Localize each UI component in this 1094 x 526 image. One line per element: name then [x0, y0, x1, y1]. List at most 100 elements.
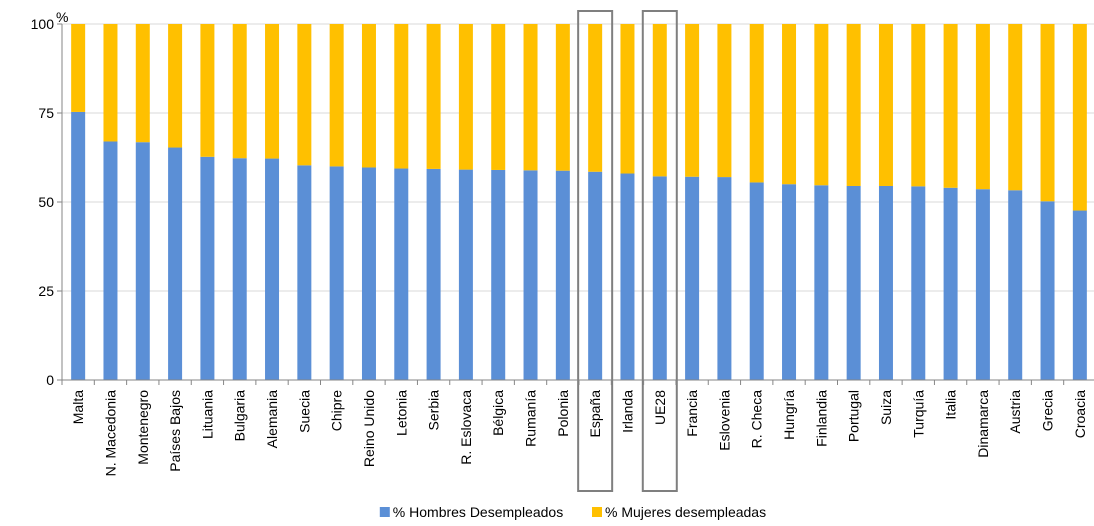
bar-hombres — [103, 141, 118, 380]
category-label: Bélgica — [490, 390, 506, 436]
category-label: Francia — [684, 390, 700, 437]
category-label: Malta — [70, 390, 86, 424]
bar-hombres — [71, 111, 86, 380]
bar-mujeres — [911, 24, 926, 187]
bar-mujeres — [200, 24, 215, 157]
bar-hombres — [717, 177, 732, 380]
bar-hombres — [458, 169, 473, 380]
bar-hombres — [361, 167, 376, 380]
bar-hombres — [135, 142, 150, 380]
category-label: Bulgaria — [232, 390, 248, 442]
highlight-box — [641, 10, 678, 492]
bar-hombres — [620, 173, 635, 380]
category-label: Suecia — [296, 390, 312, 433]
category-label: Hungría — [781, 390, 797, 440]
bar-mujeres — [749, 24, 764, 183]
category-label: Italia — [943, 390, 959, 420]
y-tick-label: 25 — [38, 283, 54, 299]
bar-mujeres — [1008, 24, 1023, 191]
bar-mujeres — [620, 24, 635, 174]
bar-hombres — [426, 168, 441, 380]
bar-hombres — [652, 176, 667, 380]
category-label: Portugal — [846, 390, 862, 442]
highlight-box — [577, 10, 614, 492]
bar-hombres — [394, 168, 409, 380]
category-label: Dinamarca — [975, 390, 991, 458]
legend-swatch — [592, 507, 602, 517]
bar-mujeres — [329, 24, 344, 167]
bar-mujeres — [1040, 24, 1055, 202]
bar-hombres — [168, 147, 183, 380]
bar-mujeres — [1072, 24, 1087, 211]
category-label: Letonia — [393, 390, 409, 436]
bar-mujeres — [846, 24, 861, 186]
bar-hombres — [814, 185, 829, 380]
bar-mujeres — [297, 24, 312, 166]
bar-mujeres — [685, 24, 700, 177]
bar-mujeres — [814, 24, 829, 186]
category-label: Eslovenia — [716, 390, 732, 451]
category-label: España — [587, 390, 603, 438]
bar-mujeres — [71, 24, 86, 112]
bar-hombres — [846, 185, 861, 380]
category-label: N. Macedonia — [102, 390, 118, 477]
bar-mujeres — [103, 24, 118, 142]
category-label: Grecia — [1040, 390, 1056, 431]
bar-hombres — [297, 165, 312, 380]
category-label: Reino Unido — [361, 390, 377, 467]
y-tick-label: 0 — [46, 372, 54, 388]
y-axis-ticks: 0 25 50 75 100 — [31, 16, 62, 388]
legend-label: % Mujeres desempleadas — [605, 504, 766, 520]
y-tick-label: 100 — [31, 16, 55, 32]
category-label: Chipre — [329, 390, 345, 431]
category-label: Irlanda — [619, 390, 635, 433]
category-label: Lituania — [199, 390, 215, 439]
bar-hombres — [523, 170, 538, 380]
bar-mujeres — [361, 24, 376, 168]
bar-hombres — [749, 182, 764, 380]
bar-mujeres — [878, 24, 893, 186]
category-label: Países Bajos — [167, 390, 183, 472]
bar-hombres — [1040, 201, 1055, 380]
legend-swatch — [379, 507, 390, 517]
category-label: Suiza — [878, 390, 894, 425]
bar-mujeres — [232, 24, 247, 159]
y-axis-unit-label: % — [56, 9, 68, 25]
bar-mujeres — [394, 24, 409, 169]
category-label: R. Checa — [749, 390, 765, 449]
bar-mujeres — [975, 24, 990, 190]
bar-mujeres — [555, 24, 570, 171]
bars — [71, 24, 1087, 380]
bar-mujeres — [135, 24, 150, 143]
bar-hombres — [491, 169, 506, 380]
bar-mujeres — [717, 24, 732, 178]
bar-mujeres — [943, 24, 958, 188]
category-label: Croacia — [1072, 390, 1088, 438]
category-label: UE28 — [652, 390, 668, 425]
bar-hombres — [878, 185, 893, 380]
legend: % Hombres Desempleados % Mujeres desemple… — [379, 504, 766, 520]
bar-mujeres — [458, 24, 473, 170]
category-label: R. Eslovaca — [458, 390, 474, 465]
category-label: Rumanía — [523, 390, 539, 447]
bar-mujeres — [588, 24, 603, 172]
category-label: Turquía — [910, 390, 926, 438]
bar-hombres — [685, 176, 700, 380]
bar-hombres — [1072, 210, 1087, 380]
bar-mujeres — [491, 24, 506, 170]
category-labels: Malta N. Macedonia Montenegro Países Bajos L… — [70, 390, 1088, 477]
highlight-boxes — [577, 10, 678, 492]
bar-hombres — [782, 184, 797, 380]
bar-hombres — [975, 189, 990, 380]
bar-mujeres — [168, 24, 183, 148]
category-label: Polonia — [555, 390, 571, 437]
bar-hombres — [329, 166, 344, 380]
bar-hombres — [555, 170, 570, 380]
category-label: Serbia — [426, 390, 442, 431]
bar-mujeres — [426, 24, 441, 169]
category-label: Alemania — [264, 390, 280, 449]
bar-hombres — [232, 158, 247, 380]
bar-hombres — [1008, 190, 1023, 380]
bar-hombres — [200, 156, 215, 380]
